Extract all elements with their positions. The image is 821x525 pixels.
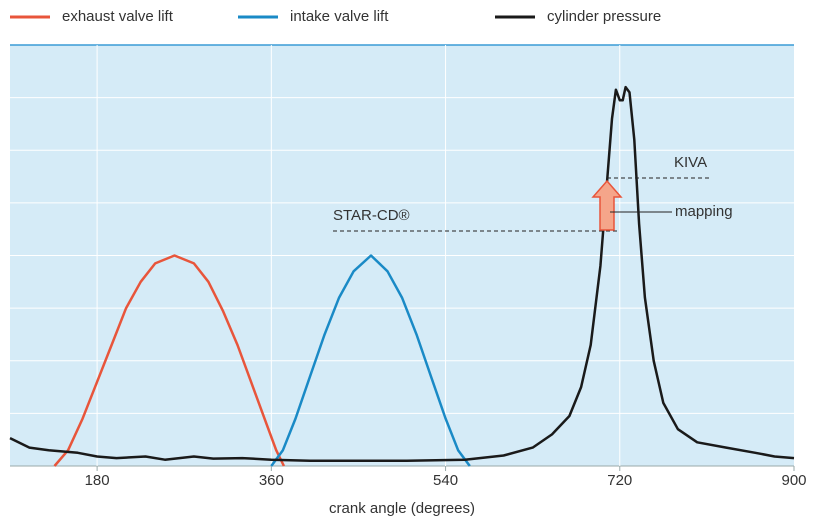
series-line (53, 254, 286, 467)
x-tick-label: 540 (433, 472, 458, 489)
x-tick-label: 720 (607, 472, 632, 489)
series-line (270, 254, 471, 467)
annotation: mapping (675, 203, 733, 220)
x-tick-label: 360 (259, 472, 284, 489)
series-line (9, 85, 795, 462)
x-axis-label: crank angle (degrees) (329, 500, 475, 517)
arrow (591, 179, 623, 231)
annotation: STAR-CD® (333, 207, 410, 224)
legend-label: intake valve lift (290, 8, 389, 25)
legend-label: exhaust valve lift (62, 8, 174, 25)
x-tick-label: 900 (781, 472, 806, 489)
legend-label: cylinder pressure (547, 8, 661, 25)
annotation: KIVA (674, 154, 707, 171)
x-tick-label: 180 (85, 472, 110, 489)
